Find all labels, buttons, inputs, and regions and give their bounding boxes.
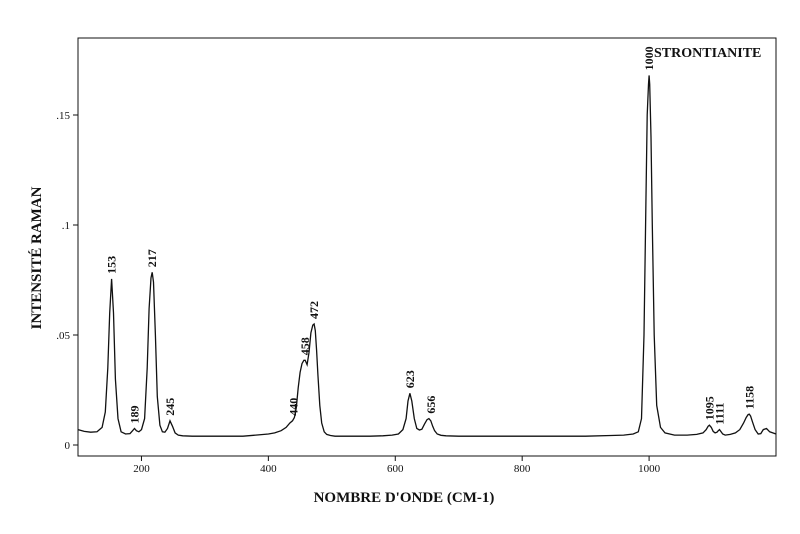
x-tick-label: 800 — [514, 463, 531, 475]
x-tick-label: 600 — [387, 463, 404, 475]
y-axis-title: INTENSITÉ RAMAN — [28, 186, 45, 329]
y-tick-label: .15 — [56, 110, 70, 122]
peak-label: 1111 — [713, 403, 727, 425]
peak-label: 217 — [145, 249, 159, 267]
peak-label: 458 — [298, 337, 312, 355]
y-tick-label: 0 — [65, 440, 71, 452]
x-tick-label: 200 — [133, 463, 150, 475]
peak-label: 1000 — [642, 46, 656, 70]
peak-label: 656 — [424, 396, 438, 414]
peak-label: 472 — [307, 301, 321, 319]
peak-label: 1095 — [702, 396, 716, 420]
peak-label: 440 — [287, 398, 301, 416]
peak-label: 1158 — [742, 386, 756, 409]
peak-label: 245 — [163, 398, 177, 416]
y-axis: 0 .05 .1 .15 — [56, 110, 78, 452]
x-axis: 200 400 600 800 1000 — [133, 456, 661, 475]
peak-label: 189 — [128, 406, 142, 424]
spectrum-line — [77, 75, 777, 437]
y-tick-label: .1 — [62, 220, 70, 232]
peak-label: 623 — [403, 370, 417, 388]
mineral-label: STRONTIANITE — [654, 46, 761, 61]
plot-frame — [77, 37, 777, 457]
peak-label: 153 — [105, 256, 119, 274]
x-tick-label: 400 — [260, 463, 277, 475]
x-axis-title: NOMBRE D'ONDE (CM-1) — [314, 490, 495, 506]
y-tick-label: .05 — [56, 330, 70, 342]
x-tick-label: 1000 — [638, 463, 661, 475]
